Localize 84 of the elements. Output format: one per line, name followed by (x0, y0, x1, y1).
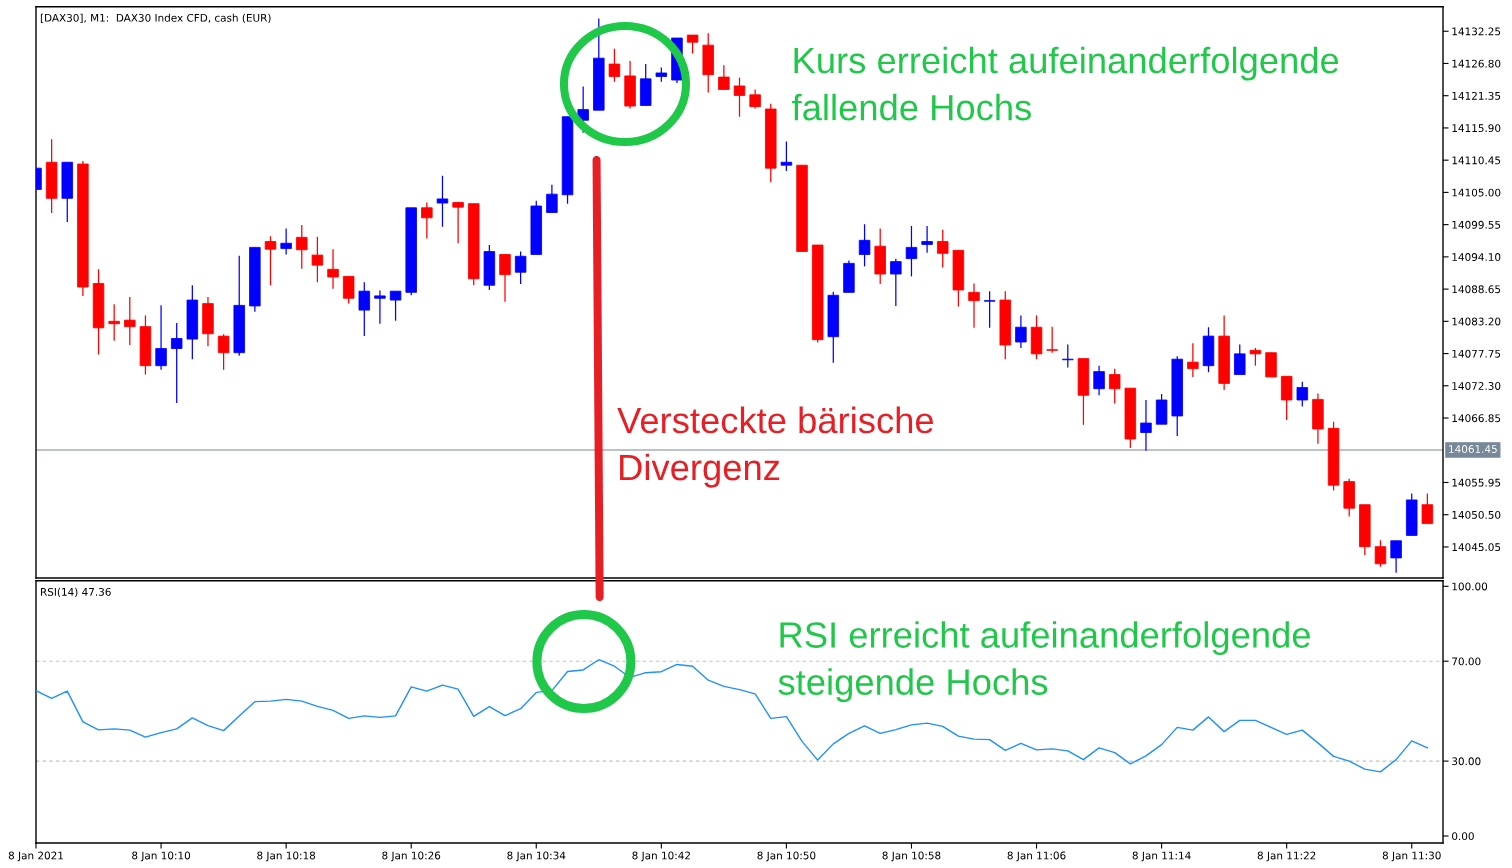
x-tick-label: 8 Jan 10:10 (132, 851, 191, 862)
candlestick (124, 296, 136, 346)
y-tick-label: 14066.85 (1452, 414, 1501, 423)
candlestick (217, 333, 230, 371)
candlestick (780, 140, 793, 172)
candlestick (499, 253, 511, 303)
x-tick-label: 8 Jan 10:34 (507, 851, 566, 862)
candlestick (608, 48, 621, 83)
x-tick-label: 8 Jan 11:22 (1257, 851, 1316, 862)
annotation: Kurs erreicht aufeinanderfolgende fallende Hochs (792, 46, 1339, 121)
y-tick-label: 0.00 (1452, 832, 1474, 841)
candlestick (342, 275, 355, 305)
candlestick (1093, 365, 1105, 396)
candlestick (1234, 343, 1246, 376)
candlestick (1390, 540, 1402, 574)
candlestick (983, 290, 996, 329)
ref-line-label: 14061.45 (1449, 445, 1497, 453)
x-tick-label: 8 Jan 11:30 (1382, 851, 1441, 862)
candlestick (905, 225, 918, 278)
candlestick (921, 225, 933, 254)
y-tick-label: 14055.95 (1452, 478, 1501, 487)
candlestick (968, 282, 980, 329)
y-tick-label: 14132.25 (1452, 27, 1501, 36)
text: [DAX30], M1: DAX30 Index CFD, cash (EUR) (40, 13, 271, 23)
annotation: Versteckte bärische Divergenz (617, 406, 934, 488)
candlestick (1421, 492, 1434, 525)
y-tick-label: 14121.35 (1452, 91, 1501, 100)
candlestick (1046, 326, 1058, 354)
candlestick (374, 289, 386, 325)
y-tick-label: 14115.90 (1452, 124, 1501, 133)
y-tick-label: 14105.00 (1452, 188, 1501, 197)
candlestick (858, 223, 871, 267)
candlestick (264, 235, 277, 286)
y-tick-label: 14083.20 (1452, 317, 1501, 326)
x-tick-label: 8 Jan 11:06 (1007, 851, 1066, 862)
candlestick (1296, 381, 1309, 408)
candlestick (749, 88, 761, 110)
candlestick (937, 229, 949, 269)
y-tick-label: 70.00 (1452, 657, 1481, 666)
x-tick-label: 8 Jan 10:50 (757, 851, 816, 862)
candlestick (280, 227, 292, 256)
x-tick-label: 8 Jan 2021 (8, 851, 63, 862)
candlestick (718, 64, 730, 91)
candlestick (686, 34, 699, 55)
y-tick-label: 14126.80 (1452, 59, 1501, 68)
candlestick (1140, 399, 1152, 452)
candlestick (452, 201, 464, 244)
x-tick-label: 8 Jan 10:18 (257, 851, 316, 862)
x-tick-label: 8 Jan 10:26 (382, 851, 441, 862)
candlestick (1108, 368, 1121, 405)
candlestick (436, 175, 449, 228)
candlestick (1015, 314, 1027, 349)
x-tick-label: 8 Jan 10:42 (632, 851, 690, 862)
candlestick (155, 304, 167, 371)
y-tick-label: 14045.05 (1452, 543, 1501, 552)
y-tick-label: 14077.75 (1452, 349, 1501, 358)
x-tick-label: 8 Jan 10:58 (882, 851, 941, 862)
y-tick-label: 14050.50 (1452, 510, 1501, 519)
candlestick (389, 290, 402, 322)
text: RSI(14) 47.36 (41, 587, 111, 598)
y-tick-label: 30.00 (1452, 757, 1481, 766)
candlestick (890, 258, 902, 307)
candlestick (296, 224, 308, 270)
annotation: RSI erreicht aufeinanderfolgende steigende Hochs (778, 621, 1310, 703)
candlestick (546, 184, 558, 214)
candlestick (733, 77, 746, 118)
y-tick-label: 14094.10 (1452, 253, 1501, 261)
candlestick (327, 248, 339, 290)
x-tick-label: 8 Jan 11:14 (1132, 851, 1191, 862)
y-tick-label: 14088.65 (1452, 285, 1501, 294)
candlestick (1187, 342, 1199, 378)
candlestick (1280, 375, 1293, 421)
y-tick-label: 14099.55 (1452, 220, 1501, 229)
candlestick (514, 250, 527, 285)
y-tick-label: 14110.45 (1452, 156, 1501, 165)
y-tick-label: 14072.30 (1452, 382, 1501, 390)
candlestick (311, 236, 324, 283)
line-series (36, 659, 1429, 773)
candlestick (108, 303, 120, 342)
candlestick (1374, 539, 1387, 568)
candlestick (421, 201, 433, 240)
candlestick (170, 322, 183, 404)
y-tick-label: 100.00 (1452, 582, 1488, 591)
candlestick (358, 281, 371, 337)
